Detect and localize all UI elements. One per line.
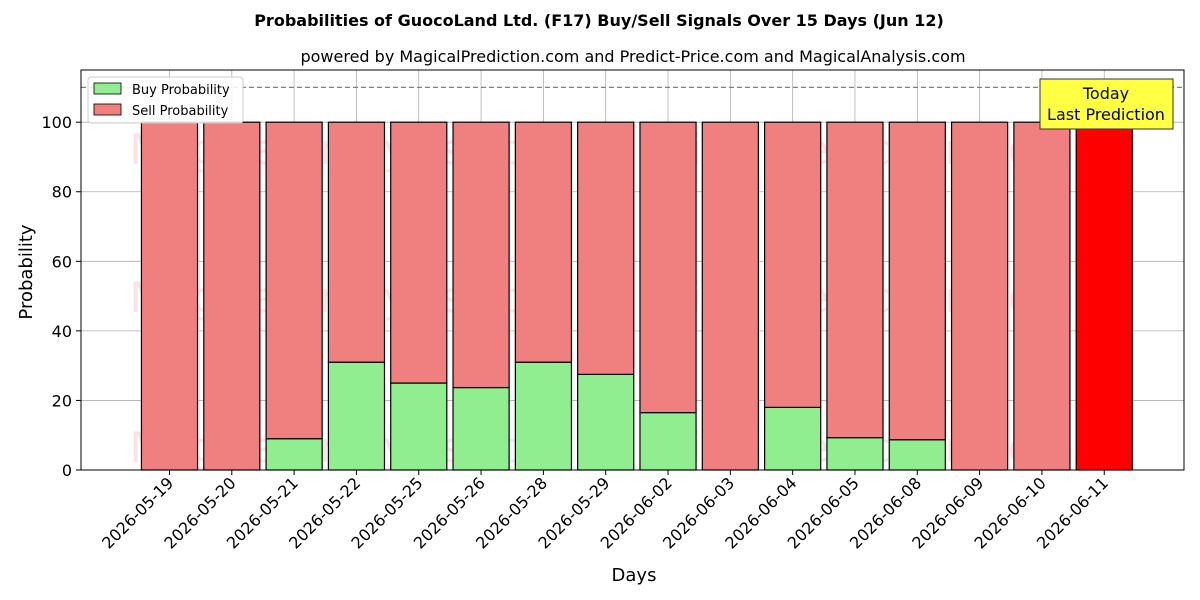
- bar-sell-2026-06-05: [826, 121, 884, 439]
- bar-sell-2026-05-20: [203, 121, 261, 471]
- legend-swatch-sell: [93, 103, 122, 116]
- legend-label-buy: Buy Probability: [132, 83, 230, 98]
- chart-subtitle: powered by MagicalPrediction.com and Pre…: [300, 47, 965, 66]
- bar-sell-2026-06-04: [764, 121, 822, 408]
- annotation-line-1: Today: [1082, 84, 1129, 103]
- bar-sell-2026-06-02: [639, 121, 697, 414]
- bar-buy-2026-06-04: [764, 406, 822, 471]
- y-tick-label: 60: [52, 252, 72, 271]
- bar-sell-2026-05-29: [577, 121, 635, 375]
- today-annotation: Today Last Prediction: [1039, 78, 1174, 130]
- y-axis: 0 20 40 60 80 100: [41, 113, 81, 480]
- bar-sell-2026-05-26: [452, 121, 510, 389]
- y-tick-label: 20: [52, 391, 72, 410]
- annotation-box: [1039, 78, 1174, 130]
- bars: [140, 121, 1133, 471]
- bar-sell-2026-05-28: [514, 121, 573, 363]
- bar-sell-2026-06-08: [888, 121, 946, 441]
- bar-sell-2026-05-19: [140, 121, 199, 471]
- bar-buy-2026-05-25: [390, 382, 448, 471]
- bar-buy-2026-05-26: [452, 386, 510, 471]
- legend-label-sell: Sell Probability: [132, 104, 229, 119]
- y-axis-label: Probability: [16, 224, 37, 319]
- y-tick-label: 40: [52, 322, 72, 341]
- x-axis-label: Days: [612, 565, 657, 586]
- bar-buy-2026-05-22: [327, 361, 386, 471]
- legend: Buy Probability Sell Probability: [87, 76, 244, 124]
- bar-sell-2026-06-10: [1013, 121, 1071, 471]
- bar-buy-2026-05-28: [514, 361, 573, 471]
- bar-sell-2026-06-11: [1075, 121, 1133, 471]
- legend-box: [87, 76, 244, 124]
- bar-sell-2026-06-09: [950, 121, 1009, 471]
- bar-sell-2026-06-03: [701, 121, 759, 471]
- legend-swatch-buy: [93, 82, 122, 95]
- bar-sell-2026-05-25: [390, 121, 448, 384]
- bar-buy-2026-06-02: [639, 412, 697, 471]
- chart-title: Probabilities of GuocoLand Ltd. (F17) Bu…: [254, 11, 944, 30]
- y-tick-label: 0: [62, 461, 72, 480]
- bar-sell-2026-05-21: [265, 121, 323, 440]
- y-tick-label: 80: [52, 183, 72, 202]
- x-axis: 2026-05-192026-05-202026-05-212026-05-22…: [98, 470, 1112, 553]
- bar-sell-2026-05-22: [327, 121, 386, 363]
- bar-buy-2026-05-21: [265, 438, 323, 471]
- y-tick-label: 100: [41, 113, 72, 132]
- bar-buy-2026-06-08: [888, 439, 946, 471]
- bar-buy-2026-06-05: [826, 437, 884, 471]
- bar-buy-2026-05-29: [577, 373, 635, 471]
- plot-area: [80, 69, 1185, 471]
- annotation-line-2: Last Prediction: [1047, 105, 1165, 124]
